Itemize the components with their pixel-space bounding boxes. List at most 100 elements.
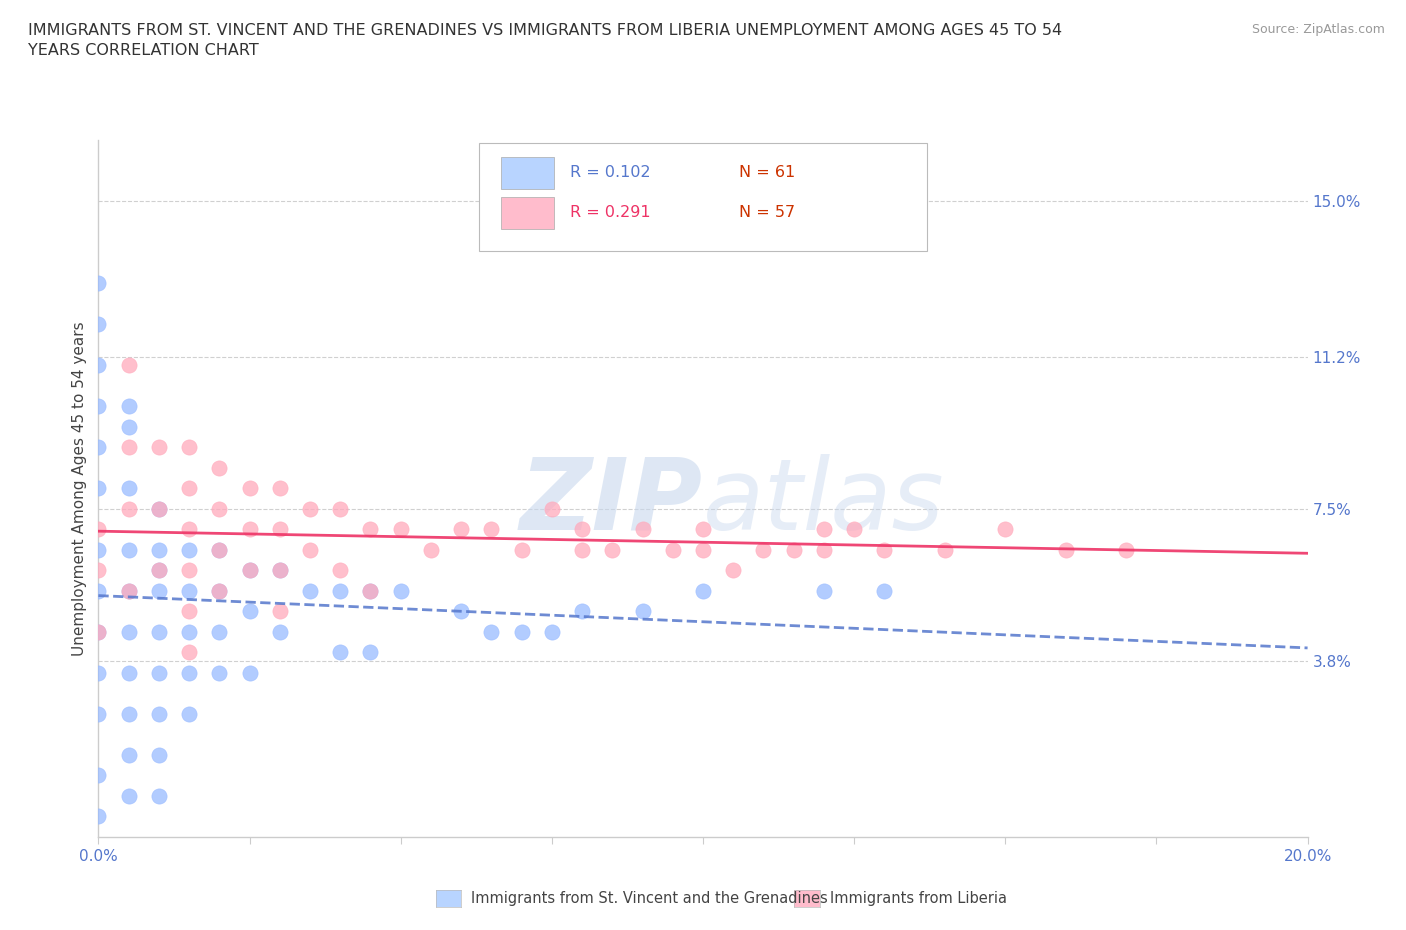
Point: [692, 542, 714, 557]
Point: [118, 666, 141, 681]
Point: [148, 789, 170, 804]
Point: [692, 583, 714, 598]
Point: [360, 522, 382, 537]
Point: [87, 440, 110, 455]
Point: [269, 563, 291, 578]
Point: [481, 624, 503, 639]
Point: [269, 481, 291, 496]
Point: [87, 481, 110, 496]
Point: [87, 666, 110, 681]
Text: ZIP: ZIP: [520, 454, 703, 551]
Point: [571, 542, 593, 557]
Point: [299, 501, 322, 516]
Point: [179, 481, 201, 496]
Point: [118, 583, 141, 598]
Point: [783, 542, 806, 557]
Point: [87, 542, 110, 557]
Point: [329, 501, 352, 516]
Point: [450, 604, 472, 618]
FancyBboxPatch shape: [501, 197, 554, 229]
Point: [239, 481, 262, 496]
Point: [510, 542, 533, 557]
FancyBboxPatch shape: [501, 157, 554, 189]
Point: [208, 542, 231, 557]
Point: [179, 624, 201, 639]
Point: [148, 501, 170, 516]
Point: [179, 440, 201, 455]
Point: [692, 522, 714, 537]
Point: [239, 666, 262, 681]
Point: [752, 542, 775, 557]
Point: [179, 542, 201, 557]
Point: [631, 522, 654, 537]
Point: [87, 624, 110, 639]
Point: [148, 440, 170, 455]
Point: [1054, 542, 1077, 557]
Text: R = 0.102: R = 0.102: [569, 166, 651, 180]
Point: [389, 583, 412, 598]
Point: [87, 399, 110, 414]
Point: [631, 604, 654, 618]
Point: [87, 275, 110, 290]
Point: [148, 563, 170, 578]
Point: [179, 563, 201, 578]
Point: [571, 522, 593, 537]
Point: [179, 583, 201, 598]
Point: [179, 522, 201, 537]
FancyBboxPatch shape: [479, 143, 927, 251]
Point: [148, 583, 170, 598]
Point: [269, 624, 291, 639]
Point: [481, 522, 503, 537]
Point: [661, 542, 683, 557]
Point: [118, 748, 141, 763]
Point: [148, 563, 170, 578]
Text: Immigrants from St. Vincent and the Grenadines: Immigrants from St. Vincent and the Gren…: [471, 891, 828, 906]
Point: [148, 707, 170, 722]
Point: [87, 317, 110, 332]
Point: [873, 542, 896, 557]
Point: [389, 522, 412, 537]
Point: [208, 583, 231, 598]
Point: [360, 583, 382, 598]
Text: R = 0.291: R = 0.291: [569, 206, 651, 220]
Text: N = 61: N = 61: [740, 166, 796, 180]
Point: [179, 604, 201, 618]
Point: [118, 440, 141, 455]
Point: [148, 542, 170, 557]
Point: [87, 358, 110, 373]
Point: [540, 501, 562, 516]
Point: [571, 604, 593, 618]
Point: [118, 399, 141, 414]
Point: [118, 542, 141, 557]
Point: [208, 583, 231, 598]
Point: [299, 583, 322, 598]
Point: [179, 666, 201, 681]
Point: [87, 809, 110, 824]
Point: [873, 583, 896, 598]
Point: [148, 501, 170, 516]
Point: [360, 644, 382, 659]
Point: [118, 707, 141, 722]
Point: [118, 501, 141, 516]
Point: [87, 707, 110, 722]
Point: [540, 624, 562, 639]
Point: [208, 501, 231, 516]
Point: [148, 666, 170, 681]
Point: [118, 481, 141, 496]
Point: [87, 563, 110, 578]
Point: [118, 419, 141, 434]
Text: N = 57: N = 57: [740, 206, 796, 220]
Point: [239, 604, 262, 618]
Point: [239, 522, 262, 537]
Point: [602, 542, 624, 557]
Point: [844, 522, 866, 537]
Point: [934, 542, 956, 557]
Point: [148, 748, 170, 763]
Point: [118, 789, 141, 804]
Point: [269, 604, 291, 618]
Text: IMMIGRANTS FROM ST. VINCENT AND THE GRENADINES VS IMMIGRANTS FROM LIBERIA UNEMPL: IMMIGRANTS FROM ST. VINCENT AND THE GREN…: [28, 23, 1063, 58]
Point: [208, 542, 231, 557]
Point: [239, 563, 262, 578]
Point: [329, 583, 352, 598]
Point: [360, 583, 382, 598]
